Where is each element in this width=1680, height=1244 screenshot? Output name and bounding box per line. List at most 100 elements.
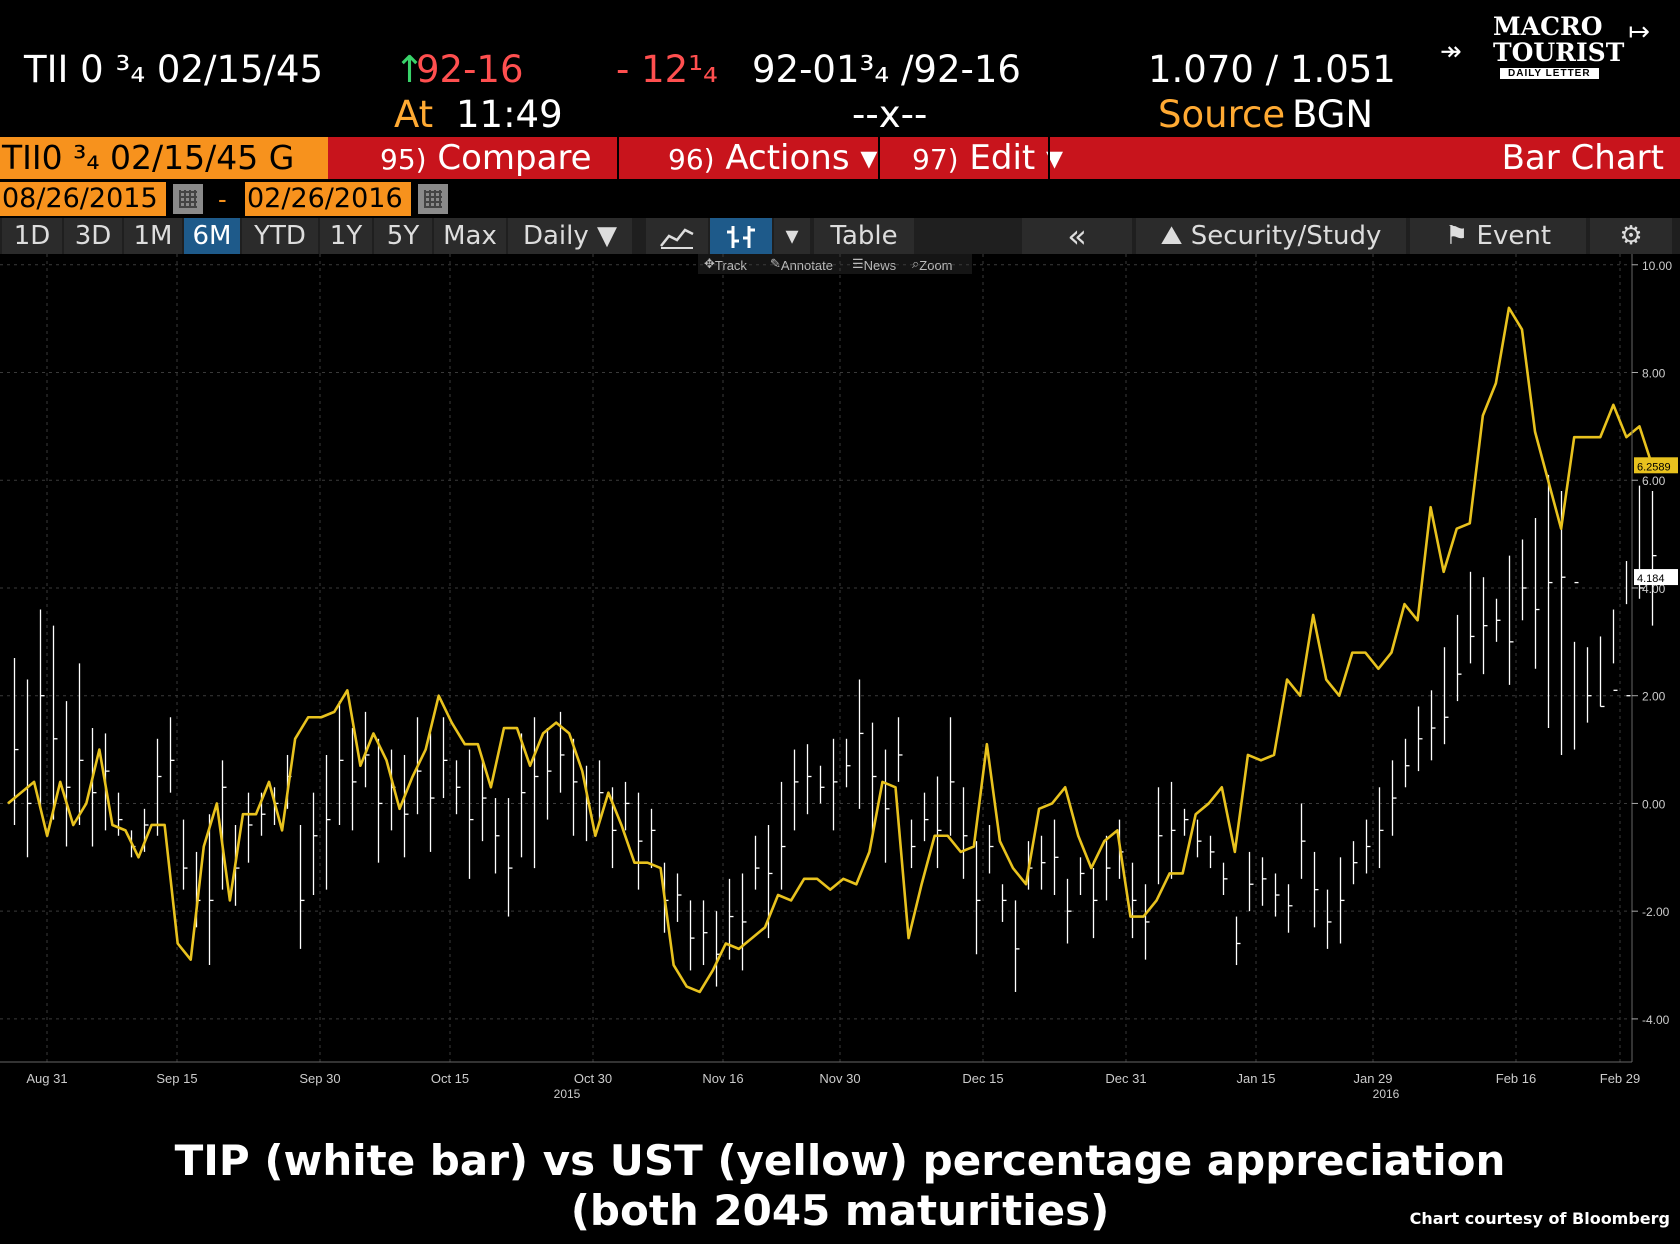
ticker: TII 0 ³₄ 02/15/45 <box>24 48 324 91</box>
y-tick-label: 0.00 <box>1642 797 1666 811</box>
period-1y[interactable]: 1Y <box>320 218 372 254</box>
end-date-input[interactable]: 02/26/2016 <box>245 182 411 216</box>
ust-line-series <box>7 306 1654 994</box>
period-1d[interactable]: 1D <box>2 218 62 254</box>
caption-line1: TIP (white bar) vs UST (yellow) percenta… <box>174 1136 1506 1185</box>
period-1m[interactable]: 1M <box>124 218 182 254</box>
caption-line2: (both 2045 maturities) <box>570 1186 1110 1235</box>
start-date-input[interactable]: 08/26/2015 <box>0 182 166 216</box>
security-field[interactable]: TII0 ³₄ 02/15/45 G <box>0 137 328 179</box>
ust-line <box>7 306 1654 994</box>
compare-label: Compare <box>437 138 592 178</box>
period-3d[interactable]: 3D <box>64 218 122 254</box>
period-5y[interactable]: 5Y <box>374 218 432 254</box>
table-button[interactable]: Table <box>814 218 914 254</box>
edit-number: 97) <box>912 143 959 176</box>
security-study-button[interactable]: ⛰ Security/Study <box>1136 218 1406 254</box>
y-tick-label: -4.00 <box>1642 1013 1670 1027</box>
actions-label: Actions ▾ <box>725 138 878 178</box>
y-axis: -4.00 -2.00 0.00 2.00 4.00 6.00 8.00 10.00 6.258… <box>1631 254 1678 1062</box>
x-tick-label: Oct 15 <box>431 1071 469 1086</box>
edit-button[interactable]: 97) Edit ▾ <box>912 137 1063 179</box>
compare-number: 95) <box>380 143 427 176</box>
x-axis: Aug 31 Sep 15 Sep 30 Oct 15 Oct 30 Nov 16 Nov … <box>0 1061 1640 1101</box>
y-tick-label: 2.00 <box>1642 690 1666 704</box>
bid-ask: 92-01³₄ /92-16 <box>752 48 1021 91</box>
ust-last-value: 6.2589 <box>1637 461 1671 473</box>
x-year-label: 2015 <box>554 1087 581 1101</box>
x-tick-label: Dec 15 <box>962 1071 1003 1086</box>
chart-grid <box>0 254 1632 1062</box>
annotate-label: Annotate <box>780 258 833 273</box>
collapse-button[interactable]: « <box>1022 218 1132 254</box>
y-tick-label: 4.00 <box>1642 582 1666 596</box>
menu-divider <box>878 137 880 179</box>
period-6m[interactable]: 6M <box>184 218 240 254</box>
bar-chart-icon[interactable] <box>710 218 772 254</box>
yields: 1.070 / 1.051 <box>1148 48 1396 91</box>
right-arrow-icon: ↦ <box>1628 16 1650 46</box>
x-tick-label: Dec 31 <box>1105 1071 1146 1086</box>
x-tick-label: Sep 30 <box>299 1071 340 1086</box>
chart-type-label: Bar Chart <box>1501 138 1664 178</box>
net-change: - 12¹₄ <box>616 48 718 91</box>
x-tick-label: Aug 31 <box>26 1071 67 1086</box>
time-label: At <box>394 93 434 136</box>
last-price: 92-16 <box>416 48 524 91</box>
logo-tagline: DAILY LETTER <box>1500 68 1599 79</box>
mid-indicator: --x-- <box>852 93 928 136</box>
y-tick-label: 10.00 <box>1642 259 1672 273</box>
x-tick-label: Feb 16 <box>1496 1071 1536 1086</box>
security-study-label: Security/Study <box>1190 221 1382 251</box>
x-tick-label: Jan 15 <box>1236 1071 1275 1086</box>
period-ytd[interactable]: YTD <box>242 218 318 254</box>
chart-credit: Chart courtesy of Bloomberg <box>1409 1209 1670 1228</box>
y-tick-label: -2.00 <box>1642 905 1670 919</box>
quote-header: TII 0 ³₄ 02/15/45 ↑ 92-16 - 12¹₄ 92-01³₄… <box>0 0 1680 136</box>
up-arrow-icon: ↑ <box>394 48 426 91</box>
x-tick-label: Sep 15 <box>156 1071 197 1086</box>
x-tick-label: Nov 16 <box>702 1071 743 1086</box>
date-range-dash: - <box>218 184 227 214</box>
calendar-icon[interactable] <box>418 184 448 214</box>
actions-button[interactable]: 96) Actions ▾ <box>668 137 877 179</box>
calendar-icon[interactable] <box>173 184 203 214</box>
ust-last-value-box <box>1634 457 1678 474</box>
macro-tourist-logo: ↠ MACRO TOURIST DAILY LETTER ↦ <box>1440 10 1650 90</box>
flag-icon: ⚑ <box>1444 221 1469 251</box>
gear-icon[interactable]: ⚙ <box>1590 218 1672 254</box>
source-value: BGN <box>1292 93 1374 136</box>
zoom-tool[interactable]: ⌕ Zoom <box>912 256 953 273</box>
edit-label: Edit ▾ <box>969 138 1064 178</box>
y-tick-label: 6.00 <box>1642 474 1666 488</box>
chart-subtools: ✥ Track ✎ Annotate ☰ News ⌕ Zoom <box>698 254 972 274</box>
event-button[interactable]: ⚑ Event <box>1410 218 1586 254</box>
study-icon: ⛰ <box>1160 221 1183 251</box>
news-tool[interactable]: ☰ News <box>852 256 897 273</box>
y-tick-label: 8.00 <box>1642 367 1666 381</box>
logo-line1: MACRO <box>1493 12 1603 41</box>
tip-last-value-box <box>1634 569 1678 586</box>
tip-bar-series <box>13 474 1657 992</box>
actions-number: 96) <box>668 143 715 176</box>
line-chart-icon[interactable] <box>646 218 708 254</box>
quote-time: 11:49 <box>456 93 563 136</box>
compare-button[interactable]: 95) Compare <box>380 137 592 179</box>
x-tick-label: Jan 29 <box>1353 1071 1392 1086</box>
logo-line2: TOURIST <box>1493 38 1625 67</box>
menu-divider <box>1048 137 1050 179</box>
x-tick-label: Feb 29 <box>1600 1071 1640 1086</box>
x-tick-label: Oct 30 <box>574 1071 612 1086</box>
price-chart[interactable]: -4.00 -2.00 0.00 2.00 4.00 6.00 8.00 10.00 6.258… <box>0 254 1680 1114</box>
left-arrow-icon: ↠ <box>1440 36 1462 66</box>
news-label: News <box>863 258 897 273</box>
menu-divider <box>617 137 619 179</box>
annotate-tool[interactable]: ✎ Annotate <box>770 256 833 273</box>
tip-last-value: 4.184 <box>1637 573 1665 585</box>
frequency-dropdown[interactable]: Daily ▼ <box>508 218 632 254</box>
x-year-label: 2016 <box>1373 1087 1400 1101</box>
chevron-down-icon[interactable]: ▾ <box>774 218 810 254</box>
event-label: Event <box>1476 221 1552 251</box>
zoom-label: Zoom <box>919 258 953 273</box>
period-max[interactable]: Max <box>434 218 506 254</box>
